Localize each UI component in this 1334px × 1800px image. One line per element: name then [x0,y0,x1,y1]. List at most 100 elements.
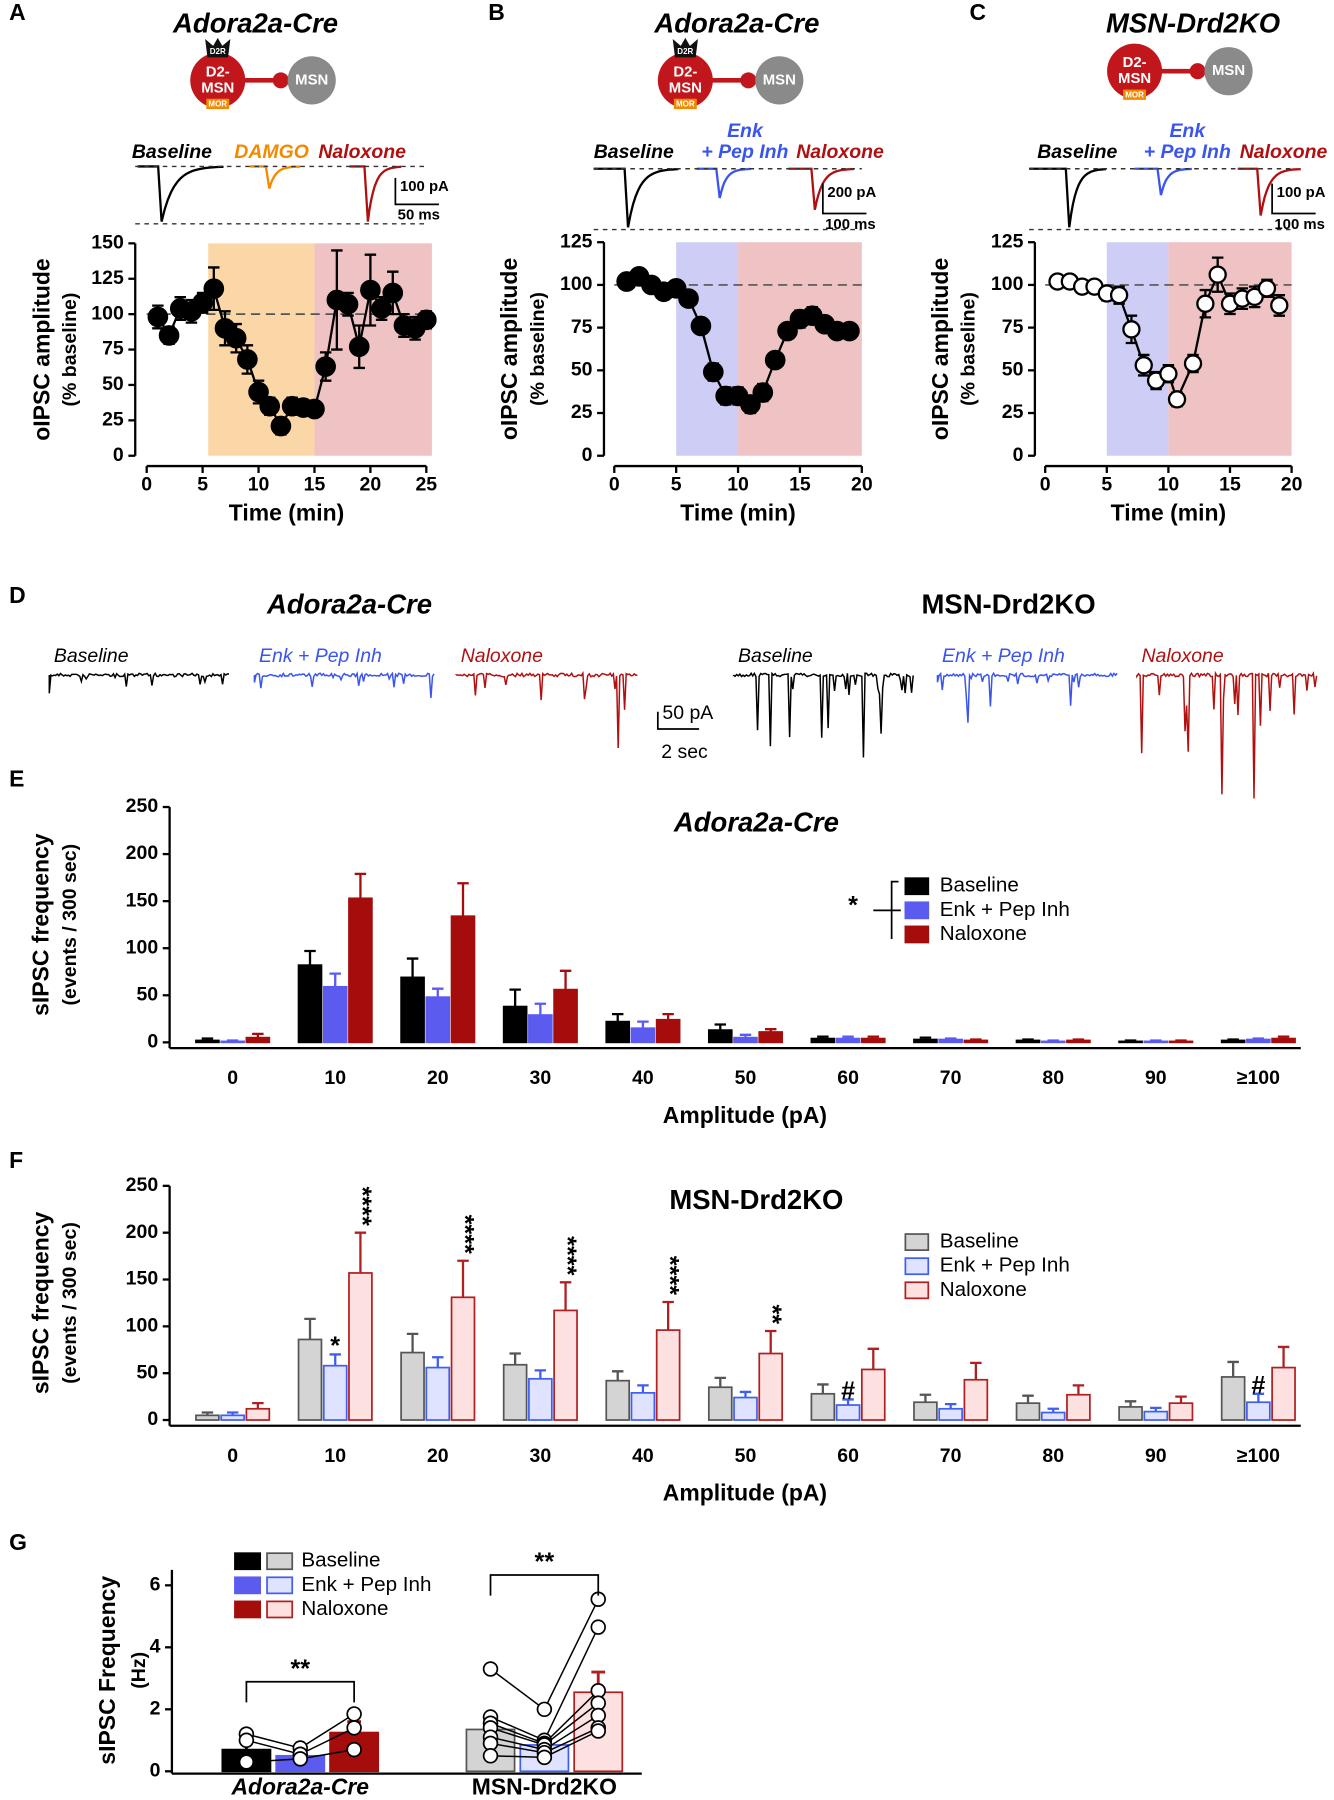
x-tick-label: 20 [427,1445,449,1467]
legend-swatch [904,1257,930,1276]
error-bar [1252,1392,1265,1403]
significance-bracket [489,1574,600,1596]
legend-label: Naloxone [940,922,1027,945]
data-point [839,320,860,342]
error-bar [662,1012,674,1020]
current-trace [593,167,679,228]
error-bar [354,872,367,899]
y-tick-label: 2 [150,1697,161,1719]
scale-label: 2 sec [661,741,708,763]
legend-swatch [904,1233,930,1251]
bar [245,1407,271,1421]
bar [630,1391,656,1421]
current-trace [1134,167,1192,196]
current-trace [455,671,638,749]
x-axis-title: Time (min) [680,499,795,525]
target-cell [755,56,804,105]
bar [553,988,578,1044]
bar [400,976,425,1044]
legend-bracket [873,880,901,940]
significance-mark: * [330,1332,340,1360]
y-tick-label: 100 [91,302,124,324]
bar [528,1377,553,1421]
scale-label: 200 pA [827,185,876,201]
target-label: MSN [763,72,796,88]
panel-letter: D [9,582,26,608]
mor-box [206,98,230,110]
y-tick-label: 150 [91,232,124,254]
error-bar [534,1002,547,1016]
error-bar [509,988,521,1007]
error-bar [1227,1360,1239,1377]
y-tick-label: 0 [113,444,124,466]
y-tick-label: 50 [1002,358,1024,380]
bar [860,1368,886,1421]
error-bar [354,1231,367,1273]
trace-label: Baseline [738,645,813,667]
y-axis-title: sIPSC frequency [27,1211,53,1394]
data-point [304,398,325,420]
x-tick-label: 5 [197,474,208,496]
error-bar [432,1356,444,1368]
y-tick-label: 50 [136,1361,158,1383]
current-trace [1029,167,1107,228]
x-tick-label: 10 [1158,474,1180,496]
legend-swatch [266,1552,294,1571]
bar [1220,1376,1246,1421]
bar [810,1392,836,1421]
target-cell [287,56,336,105]
bar [1143,1410,1169,1421]
target-label: MSN [1212,63,1245,79]
trace-label: Naloxone [1141,645,1223,667]
cell-point [346,1741,362,1758]
current-trace [732,671,914,758]
legend-swatch [904,1281,930,1300]
y-tick-label: 125 [991,230,1024,252]
error-bar [1022,1394,1034,1404]
data-point [259,395,281,417]
scale-label: 50 pA [662,702,713,724]
scale-bar [822,183,867,215]
y-axis-title: (events / 300 sec) [59,1222,81,1384]
error-bar [739,1390,752,1398]
data-point [1122,320,1141,339]
scale-bar [1271,183,1316,215]
x-tick-label: 10 [727,474,749,496]
data-point [203,278,225,300]
data-point [225,327,247,349]
bar [1015,1039,1041,1044]
trace-label: Enk [1169,120,1206,142]
current-trace [48,671,230,694]
bar [220,1040,245,1044]
current-trace [1136,670,1318,799]
error-bar [304,949,316,966]
data-point [752,382,774,403]
legend-label: Baseline [940,874,1019,897]
scale-bar [394,177,439,206]
error-bar [509,1352,521,1365]
x-tick-label: 0 [1040,474,1051,496]
bar [655,1329,681,1421]
bar [1271,1366,1296,1421]
scale-label: 100 ms [1274,217,1325,233]
error-bar [559,1281,572,1311]
bar [707,1029,733,1044]
panel-letter: A [9,0,26,25]
cell-point [346,1706,362,1722]
y-axis-title: (% baseline) [527,292,549,406]
error-bar [432,987,444,998]
cell-point [238,1732,255,1749]
trace-label: Baseline [1037,141,1117,163]
data-point [1167,390,1187,409]
x-tick-label: 15 [789,474,811,496]
significance-mark: **** [655,1256,683,1295]
bar [835,1404,861,1421]
data-point [416,309,437,331]
cell-point [536,1749,553,1766]
x-tick-label: 40 [632,1067,654,1089]
x-tick-label: 10 [324,1445,346,1467]
trace-label: DAMGO [234,141,309,163]
error-bar [304,1317,316,1340]
scale-label: 100 pA [1277,185,1326,201]
